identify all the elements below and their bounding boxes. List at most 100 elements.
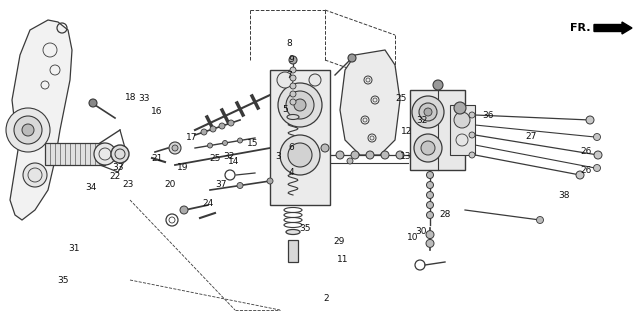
Text: 28: 28: [439, 210, 451, 219]
Polygon shape: [10, 20, 72, 220]
Circle shape: [210, 126, 216, 132]
Circle shape: [289, 56, 297, 64]
Text: 19: 19: [177, 163, 188, 172]
Text: 33: 33: [113, 163, 124, 172]
Circle shape: [223, 141, 227, 146]
Circle shape: [426, 172, 433, 178]
Circle shape: [419, 103, 437, 121]
Circle shape: [414, 134, 442, 162]
Polygon shape: [340, 50, 400, 155]
Ellipse shape: [286, 229, 300, 234]
Circle shape: [309, 74, 321, 86]
Circle shape: [433, 80, 443, 90]
Text: 13: 13: [400, 152, 412, 161]
Circle shape: [426, 182, 433, 188]
Text: 25: 25: [209, 154, 221, 162]
Circle shape: [169, 142, 181, 154]
Text: 29: 29: [333, 237, 345, 245]
Circle shape: [237, 182, 243, 188]
Circle shape: [536, 217, 543, 223]
Text: 21: 21: [151, 154, 163, 162]
Circle shape: [111, 145, 129, 163]
Text: 35: 35: [299, 224, 310, 233]
Circle shape: [351, 151, 359, 159]
Text: 32: 32: [416, 116, 428, 125]
Text: FR.: FR.: [570, 23, 591, 33]
Text: 23: 23: [122, 180, 134, 189]
Text: 7: 7: [287, 71, 292, 80]
Text: 15: 15: [247, 140, 259, 148]
Text: 38: 38: [559, 191, 570, 200]
Text: 2: 2: [324, 295, 329, 303]
Circle shape: [469, 132, 475, 138]
FancyArrow shape: [594, 22, 632, 34]
Bar: [288, 240, 298, 262]
Circle shape: [267, 178, 273, 184]
Text: 18: 18: [125, 93, 137, 101]
Text: 9: 9: [289, 55, 294, 64]
Bar: [45, 143, 105, 165]
Text: 24: 24: [202, 199, 214, 208]
Text: 30: 30: [415, 227, 427, 236]
Text: 22: 22: [109, 172, 121, 181]
Circle shape: [396, 151, 404, 159]
Circle shape: [290, 67, 296, 73]
Text: 17: 17: [186, 133, 198, 142]
Circle shape: [290, 91, 296, 97]
Text: 27: 27: [525, 132, 537, 141]
Circle shape: [586, 116, 594, 124]
Circle shape: [426, 192, 433, 198]
Text: 3: 3: [276, 152, 281, 161]
Circle shape: [290, 75, 296, 81]
Circle shape: [336, 151, 344, 159]
Text: 35: 35: [57, 276, 68, 285]
Circle shape: [426, 239, 434, 247]
Circle shape: [23, 163, 47, 187]
Circle shape: [207, 143, 212, 148]
Circle shape: [290, 83, 296, 89]
Circle shape: [286, 91, 314, 119]
Ellipse shape: [287, 115, 299, 120]
Text: 26: 26: [580, 147, 591, 156]
Circle shape: [219, 123, 225, 129]
Circle shape: [288, 143, 312, 167]
Bar: [410, 90, 465, 170]
Circle shape: [228, 120, 234, 126]
Circle shape: [180, 206, 188, 214]
Text: 31: 31: [68, 244, 79, 253]
Circle shape: [277, 72, 293, 88]
Text: 11: 11: [337, 255, 348, 264]
Bar: [450, 105, 475, 155]
Circle shape: [469, 152, 475, 158]
Circle shape: [14, 116, 42, 144]
Circle shape: [594, 151, 602, 159]
Circle shape: [347, 158, 353, 164]
Text: 5: 5: [282, 105, 287, 114]
Circle shape: [6, 108, 50, 152]
Circle shape: [412, 96, 444, 128]
Circle shape: [426, 202, 433, 208]
Text: 8: 8: [287, 39, 292, 48]
Text: 25: 25: [395, 94, 406, 103]
Circle shape: [278, 83, 322, 127]
Text: 37: 37: [216, 180, 227, 189]
Circle shape: [426, 212, 433, 218]
Circle shape: [593, 134, 600, 141]
Circle shape: [576, 171, 584, 179]
Circle shape: [280, 135, 320, 175]
Text: 14: 14: [228, 157, 239, 166]
Bar: [270, 70, 330, 205]
Circle shape: [321, 144, 329, 152]
Text: 4: 4: [289, 168, 294, 177]
Circle shape: [469, 112, 475, 118]
Circle shape: [237, 138, 243, 143]
Circle shape: [348, 54, 356, 62]
Text: 16: 16: [151, 107, 163, 115]
Text: 36: 36: [482, 111, 493, 120]
Circle shape: [426, 231, 434, 239]
Circle shape: [454, 102, 466, 114]
Circle shape: [201, 129, 207, 135]
Text: 20: 20: [164, 180, 175, 189]
Circle shape: [381, 151, 389, 159]
Text: 34: 34: [85, 183, 97, 192]
